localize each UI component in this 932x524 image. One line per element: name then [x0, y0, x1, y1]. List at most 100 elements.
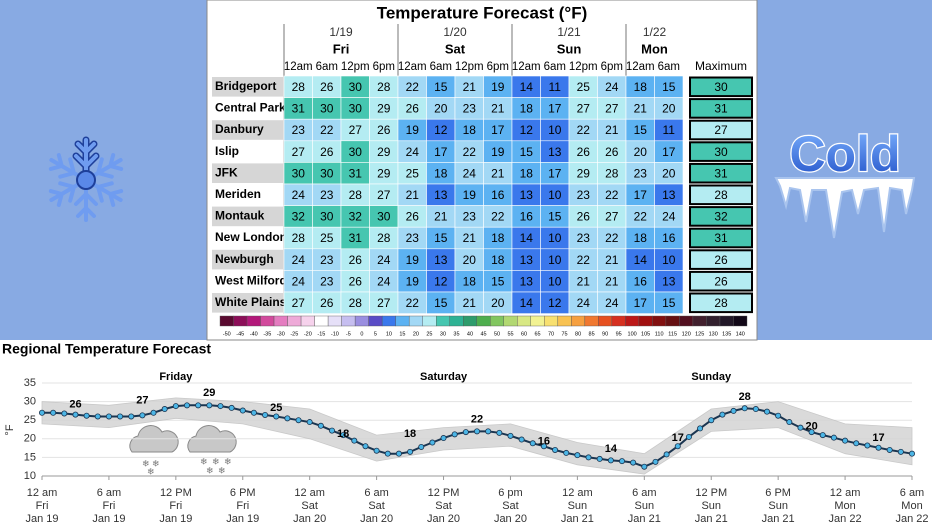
row-label-bg — [212, 141, 283, 162]
scale-label: 35 — [453, 331, 459, 337]
temp-point — [574, 452, 581, 459]
temp-point — [808, 429, 815, 436]
x-tick-label: Sat — [502, 500, 519, 512]
scale-label: -30 — [277, 331, 285, 337]
temp-point — [239, 407, 246, 414]
scale-swatch — [327, 315, 342, 327]
temp-value: 13 — [520, 274, 534, 288]
temp-point — [94, 413, 101, 420]
row-label-bg — [212, 163, 283, 183]
temp-value: 26 — [605, 145, 619, 159]
row-label: New London — [215, 230, 287, 244]
temp-value: 24 — [406, 145, 420, 159]
temp-point — [161, 406, 168, 413]
x-tick-label: Jan 21 — [695, 513, 728, 524]
x-tick-label: 12 PM — [428, 487, 460, 499]
scale-label: -50 — [223, 331, 231, 337]
y-tick-label: 10 — [24, 470, 36, 482]
temp-value: 11 — [663, 123, 676, 137]
max-cell — [689, 98, 753, 119]
temp-point — [50, 409, 57, 416]
temp-value: 13 — [520, 253, 534, 267]
temp-value: 26 — [349, 274, 363, 288]
temp-value: 23 — [320, 274, 334, 288]
temp-value: 27 — [605, 102, 619, 116]
x-tick-label: Fri — [236, 500, 249, 512]
temp-value: 28 — [349, 188, 363, 202]
scale-label: 120 — [682, 331, 691, 337]
temp-value: 26 — [406, 102, 420, 116]
scale-label: 85 — [589, 331, 595, 337]
scale-label: 20 — [413, 331, 419, 337]
temp-value: 30 — [349, 145, 363, 159]
temp-point — [105, 413, 112, 420]
temp-value: 22 — [406, 80, 420, 94]
temp-value: 17 — [634, 188, 648, 202]
temp-value: 19 — [463, 188, 477, 202]
scale-label: 60 — [521, 331, 527, 337]
temp-point — [395, 450, 402, 457]
scale-label: 25 — [426, 331, 432, 337]
scale-swatch — [706, 315, 721, 327]
temp-value: 30 — [292, 166, 306, 180]
y-tick-label: 15 — [24, 451, 36, 463]
scale-swatch — [395, 315, 410, 327]
point-label: 17 — [872, 432, 884, 444]
scale-label: -25 — [290, 331, 298, 337]
temp-value: 30 — [320, 102, 334, 116]
temp-value: 12 — [434, 274, 448, 288]
row-label-bg — [212, 77, 283, 97]
temp-value: 24 — [662, 210, 676, 224]
temp-value: 10 — [548, 123, 562, 137]
time-label: 6am — [544, 61, 566, 73]
temp-point — [39, 409, 46, 416]
y-tick-label: 35 — [24, 377, 36, 389]
snow-dots: ❄ ❄❄ ❄ ❄ ❄ ❄ ❄ — [142, 456, 232, 476]
scale-swatch — [544, 315, 559, 327]
temp-value: 30 — [377, 210, 391, 224]
max-cell — [689, 141, 753, 162]
temp-value: 22 — [406, 296, 420, 310]
temp-point — [61, 410, 68, 417]
scale-label: 30 — [440, 331, 446, 337]
temp-point — [563, 449, 570, 456]
scale-swatch — [557, 315, 572, 327]
y-tick-label: 25 — [24, 414, 36, 426]
temp-value: 17 — [548, 102, 562, 116]
temp-value: 26 — [377, 123, 391, 137]
temp-value: 23 — [292, 123, 306, 137]
temp-value: 13 — [520, 188, 534, 202]
row-label: Meriden — [215, 187, 261, 201]
point-label: 22 — [471, 413, 483, 425]
temp-value: 22 — [577, 123, 591, 137]
temp-value: 18 — [634, 231, 648, 245]
x-tick-label: Jan 20 — [494, 513, 527, 524]
temp-value: 25 — [577, 80, 591, 94]
x-tick-label: Jan 19 — [226, 513, 259, 524]
temp-point — [273, 413, 280, 420]
scale-swatch — [341, 315, 356, 327]
scale-label: 130 — [709, 331, 718, 337]
temp-value: 23 — [463, 210, 477, 224]
x-tick-label: 6 PM — [765, 487, 791, 499]
temp-value: 19 — [406, 123, 420, 137]
temp-point — [819, 432, 826, 439]
range-band — [41, 397, 913, 475]
temp-point — [195, 402, 202, 409]
x-tick-label: Jan 19 — [92, 513, 125, 524]
temp-value: 17 — [548, 166, 562, 180]
scale-label: -35 — [263, 331, 271, 337]
temp-value: 17 — [434, 145, 448, 159]
temp-value: 27 — [577, 102, 591, 116]
x-tick-label: 6 am — [364, 487, 388, 499]
svg-text:❄: ❄ — [142, 458, 150, 468]
temp-point — [340, 432, 347, 439]
temp-point — [462, 429, 469, 436]
temp-value: 27 — [292, 145, 306, 159]
temp-point — [139, 412, 146, 419]
temp-point — [518, 436, 525, 443]
temp-value: 16 — [520, 210, 534, 224]
x-tick-label: Sat — [435, 500, 452, 512]
temp-value: 13 — [662, 274, 676, 288]
x-tick-label: Mon — [834, 500, 855, 512]
